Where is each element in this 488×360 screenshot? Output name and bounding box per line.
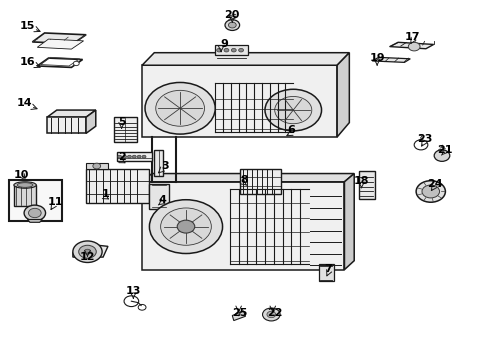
Polygon shape bbox=[336, 53, 348, 137]
Text: 17: 17 bbox=[404, 32, 420, 41]
Circle shape bbox=[73, 241, 102, 262]
Bar bbox=[117, 152, 152, 161]
Circle shape bbox=[79, 245, 96, 258]
Bar bbox=[86, 169, 149, 203]
Circle shape bbox=[149, 200, 222, 253]
Bar bbox=[149, 184, 168, 209]
Polygon shape bbox=[389, 42, 433, 49]
Circle shape bbox=[132, 155, 136, 158]
Text: 19: 19 bbox=[368, 53, 384, 63]
Polygon shape bbox=[142, 174, 353, 182]
Text: 22: 22 bbox=[266, 308, 282, 318]
Polygon shape bbox=[344, 174, 353, 270]
Text: 1: 1 bbox=[102, 189, 109, 199]
Text: 24: 24 bbox=[426, 179, 442, 189]
Bar bbox=[358, 171, 374, 199]
Ellipse shape bbox=[17, 183, 33, 187]
Polygon shape bbox=[232, 311, 245, 320]
Bar bbox=[154, 149, 163, 176]
Text: 2: 2 bbox=[118, 152, 125, 162]
Text: 13: 13 bbox=[125, 286, 141, 296]
Polygon shape bbox=[47, 110, 96, 117]
Polygon shape bbox=[32, 33, 86, 44]
Text: 10: 10 bbox=[14, 170, 29, 180]
Text: 6: 6 bbox=[286, 125, 294, 135]
Circle shape bbox=[137, 155, 141, 158]
Text: 15: 15 bbox=[20, 21, 35, 31]
Circle shape bbox=[122, 155, 126, 158]
Bar bbox=[239, 168, 281, 194]
Circle shape bbox=[224, 20, 239, 31]
Text: 8: 8 bbox=[240, 175, 248, 185]
Circle shape bbox=[142, 155, 146, 158]
Circle shape bbox=[28, 208, 41, 218]
Circle shape bbox=[160, 208, 211, 245]
Text: 16: 16 bbox=[20, 57, 35, 67]
Text: 3: 3 bbox=[162, 161, 169, 171]
Text: 11: 11 bbox=[47, 197, 63, 207]
Circle shape bbox=[266, 311, 275, 318]
Bar bbox=[114, 117, 137, 142]
Polygon shape bbox=[371, 57, 409, 62]
Text: 21: 21 bbox=[436, 144, 451, 154]
Polygon shape bbox=[142, 53, 348, 65]
Text: 20: 20 bbox=[224, 10, 240, 20]
Text: 9: 9 bbox=[220, 40, 227, 49]
Text: 18: 18 bbox=[353, 176, 368, 186]
Text: 4: 4 bbox=[158, 195, 166, 205]
Text: 5: 5 bbox=[118, 117, 125, 127]
Circle shape bbox=[84, 249, 91, 254]
Circle shape bbox=[421, 185, 439, 198]
Circle shape bbox=[145, 82, 215, 134]
Circle shape bbox=[127, 155, 131, 158]
Circle shape bbox=[407, 42, 419, 51]
Circle shape bbox=[93, 163, 101, 169]
Ellipse shape bbox=[14, 182, 36, 188]
Circle shape bbox=[177, 220, 194, 233]
Bar bbox=[215, 45, 248, 55]
Circle shape bbox=[24, 205, 45, 221]
Circle shape bbox=[238, 48, 243, 52]
Circle shape bbox=[415, 181, 445, 202]
Text: 12: 12 bbox=[80, 252, 95, 262]
Circle shape bbox=[264, 89, 321, 131]
Bar bbox=[86, 163, 108, 169]
Circle shape bbox=[216, 48, 221, 52]
Circle shape bbox=[224, 48, 228, 52]
Circle shape bbox=[118, 155, 122, 158]
Circle shape bbox=[228, 22, 236, 28]
Text: 7: 7 bbox=[324, 264, 331, 274]
Text: 23: 23 bbox=[416, 134, 432, 144]
Bar bbox=[47, 117, 86, 134]
Circle shape bbox=[433, 150, 449, 161]
Polygon shape bbox=[27, 220, 42, 222]
Polygon shape bbox=[86, 110, 96, 134]
Circle shape bbox=[274, 96, 311, 124]
Circle shape bbox=[156, 90, 204, 126]
Text: 14: 14 bbox=[16, 98, 32, 108]
Polygon shape bbox=[37, 39, 83, 49]
Bar bbox=[14, 185, 36, 206]
Bar bbox=[142, 65, 336, 137]
Bar bbox=[142, 182, 344, 270]
Circle shape bbox=[262, 308, 280, 321]
Text: 25: 25 bbox=[231, 308, 247, 318]
Bar bbox=[318, 264, 333, 281]
Circle shape bbox=[231, 48, 236, 52]
Bar bbox=[9, 180, 62, 221]
Polygon shape bbox=[73, 244, 108, 257]
Circle shape bbox=[73, 61, 79, 66]
